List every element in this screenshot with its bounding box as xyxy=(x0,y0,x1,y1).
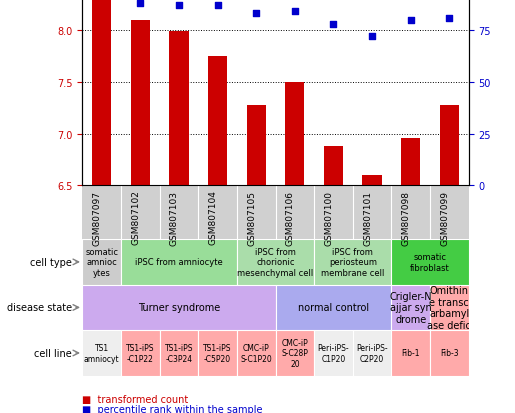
Text: iPSC from
periosteum
membrane cell: iPSC from periosteum membrane cell xyxy=(321,247,385,277)
Point xyxy=(406,17,415,24)
Text: GSM807097: GSM807097 xyxy=(93,190,102,245)
Bar xyxy=(169,32,188,186)
Text: GSM807102: GSM807102 xyxy=(131,190,140,245)
Text: ■  percentile rank within the sample: ■ percentile rank within the sample xyxy=(82,404,263,413)
Bar xyxy=(237,240,314,285)
Point xyxy=(213,3,221,9)
Bar xyxy=(363,176,382,186)
Text: somatic
amnioc
ytes: somatic amnioc ytes xyxy=(85,247,118,277)
Bar xyxy=(285,83,304,186)
Bar xyxy=(314,330,353,376)
Text: Omithin
e transc
arbamyl
ase defic: Omithin e transc arbamyl ase defic xyxy=(427,285,471,330)
Text: iPSC from
chorionic
mesenchymal cell: iPSC from chorionic mesenchymal cell xyxy=(237,247,314,277)
Bar xyxy=(276,285,391,330)
Bar xyxy=(92,0,111,186)
Text: iPSC from amniocyte: iPSC from amniocyte xyxy=(135,258,223,267)
Text: GSM807104: GSM807104 xyxy=(209,190,217,245)
Bar xyxy=(82,285,276,330)
Bar xyxy=(121,240,237,285)
Bar xyxy=(247,105,266,186)
Bar xyxy=(82,330,121,376)
Text: CMC-iP
S-C1P20: CMC-iP S-C1P20 xyxy=(241,344,272,363)
Text: TS1-iPS
-C1P22: TS1-iPS -C1P22 xyxy=(126,344,154,363)
Point xyxy=(368,34,376,40)
Bar xyxy=(160,330,198,376)
Point xyxy=(445,15,453,22)
Bar xyxy=(430,285,469,330)
Text: Turner syndrome: Turner syndrome xyxy=(138,303,220,313)
Text: disease state: disease state xyxy=(7,303,72,313)
Bar xyxy=(237,330,276,376)
Text: TS1
amniocyt: TS1 amniocyt xyxy=(84,344,119,363)
Text: TS1-iPS
-C5P20: TS1-iPS -C5P20 xyxy=(203,344,232,363)
Text: Fib-3: Fib-3 xyxy=(440,349,459,358)
Point xyxy=(252,11,260,18)
Bar xyxy=(208,57,227,186)
Bar xyxy=(82,240,121,285)
Bar xyxy=(391,285,430,330)
Bar xyxy=(198,330,237,376)
Text: GSM807106: GSM807106 xyxy=(286,190,295,245)
Text: ■  transformed count: ■ transformed count xyxy=(82,394,188,404)
Text: somatic
fibroblast: somatic fibroblast xyxy=(410,253,450,272)
Text: cell line: cell line xyxy=(35,348,72,358)
Text: GSM807105: GSM807105 xyxy=(247,190,256,245)
Point xyxy=(330,21,338,28)
Point xyxy=(290,9,299,16)
Text: normal control: normal control xyxy=(298,303,369,313)
Bar xyxy=(401,138,420,186)
Point xyxy=(175,3,183,9)
Text: GSM807101: GSM807101 xyxy=(363,190,372,245)
Bar xyxy=(276,330,314,376)
Bar xyxy=(440,105,459,186)
Point xyxy=(136,1,144,7)
Bar xyxy=(324,147,343,186)
Text: GSM807100: GSM807100 xyxy=(324,190,334,245)
Bar xyxy=(391,240,469,285)
Bar xyxy=(314,240,391,285)
Text: Crigler-N
ajjar syn
drome: Crigler-N ajjar syn drome xyxy=(389,291,432,324)
Bar xyxy=(430,330,469,376)
Text: GSM807098: GSM807098 xyxy=(402,190,410,245)
Text: cell type: cell type xyxy=(30,257,72,267)
Text: TS1-iPS
-C3P24: TS1-iPS -C3P24 xyxy=(165,344,193,363)
Text: Peri-iPS-
C1P20: Peri-iPS- C1P20 xyxy=(318,344,349,363)
Text: GSM807103: GSM807103 xyxy=(170,190,179,245)
Text: CMC-iP
S-C28P
20: CMC-iP S-C28P 20 xyxy=(281,338,308,368)
Bar xyxy=(131,21,150,186)
Bar xyxy=(121,330,160,376)
Bar xyxy=(353,330,391,376)
Text: GSM807099: GSM807099 xyxy=(440,190,449,245)
Text: Peri-iPS-
C2P20: Peri-iPS- C2P20 xyxy=(356,344,388,363)
Bar xyxy=(391,330,430,376)
Text: Fib-1: Fib-1 xyxy=(402,349,420,358)
